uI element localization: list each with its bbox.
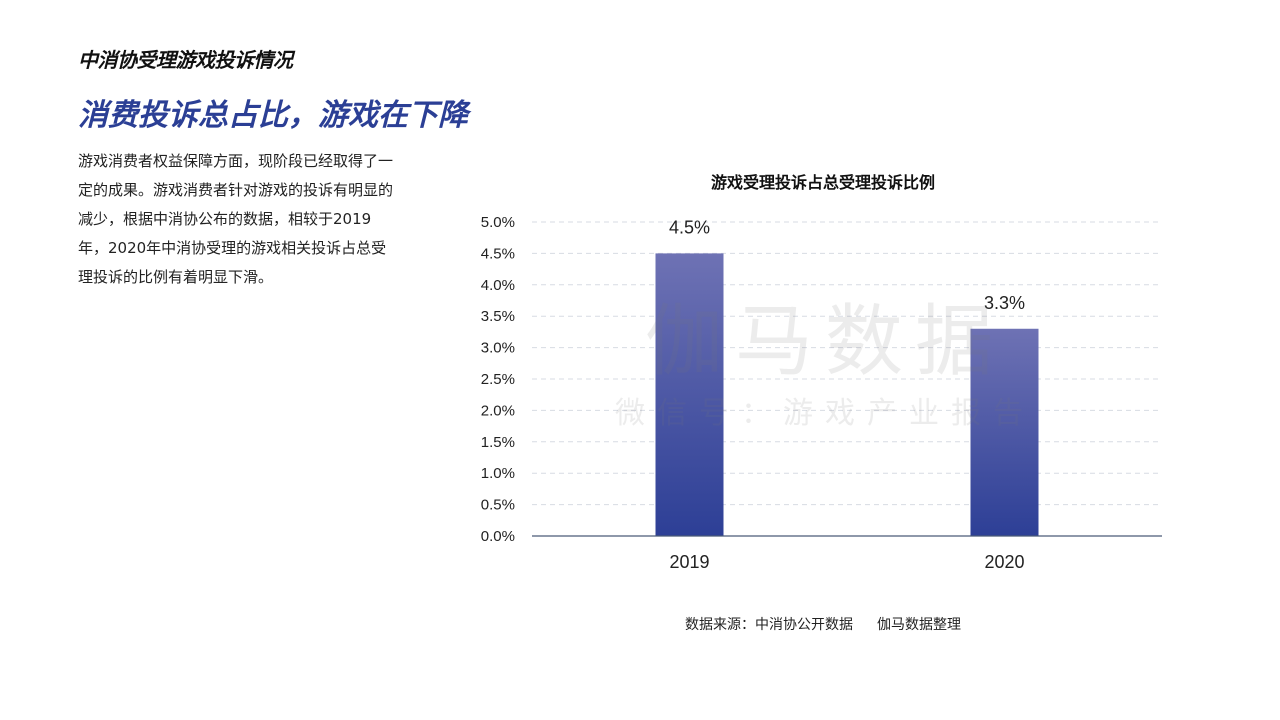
source-note: 数据来源：中消协公开数据 伽马数据整理: [532, 614, 1114, 634]
data-label-2020: 3.3%: [984, 293, 1025, 313]
source-left: 数据来源：中消协公开数据: [685, 617, 853, 633]
y-tick-label: 0.5%: [481, 497, 515, 514]
description-paragraph: 游戏消费者权益保障方面，现阶段已经取得了一定的成果。游戏消费者针对游戏的投诉有明…: [78, 152, 394, 286]
y-tick-label: 0.0%: [481, 528, 515, 545]
x-tick-label-2020: 2020: [984, 552, 1024, 572]
page-headline: 消费投诉总占比，游戏在下降: [78, 98, 468, 133]
bar-2019: [655, 253, 724, 536]
y-tick-label: 4.5%: [481, 245, 515, 262]
y-tick-label: 1.5%: [481, 434, 515, 451]
y-tick-label: 2.0%: [481, 402, 515, 419]
y-tick-label: 4.0%: [481, 277, 515, 294]
y-tick-label: 3.0%: [481, 340, 515, 357]
bar-2020: [970, 328, 1039, 536]
chart-title: 游戏受理投诉占总受理投诉比例: [710, 173, 935, 192]
y-tick-label: 2.5%: [481, 371, 515, 388]
source-right: 伽马数据整理: [877, 617, 961, 633]
data-label-2019: 4.5%: [669, 217, 710, 237]
y-tick-label: 5.0%: [481, 214, 515, 231]
section-title: 中消协受理游戏投诉情况: [78, 48, 293, 72]
y-tick-label: 3.5%: [481, 308, 515, 325]
x-tick-label-2019: 2019: [669, 552, 709, 572]
y-tick-label: 1.0%: [481, 465, 515, 482]
